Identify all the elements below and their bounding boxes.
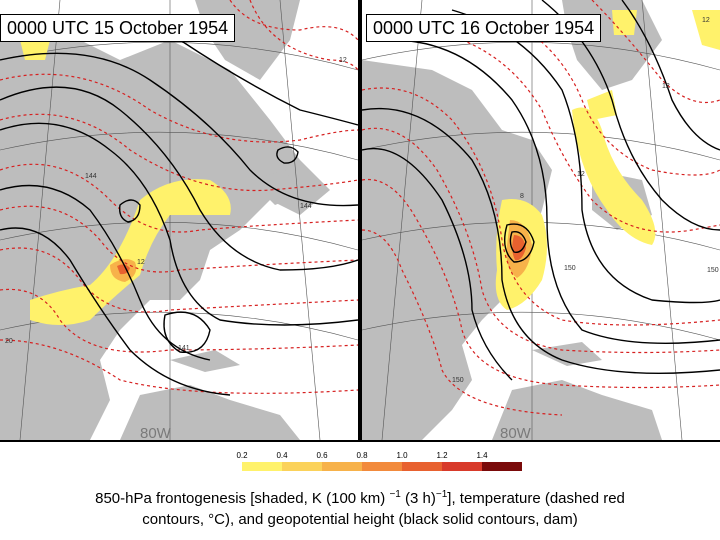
colorbar-tick: 0.8 — [356, 451, 368, 460]
temperature-contours — [0, 0, 358, 394]
map-right-svg: 12 12 150 150 150 8 12 80W — [362, 0, 720, 440]
colorbar-swatch — [282, 462, 322, 471]
caption-line-2: contours, °C), and geopotential height (… — [142, 511, 578, 528]
south-america-landmass — [120, 385, 300, 440]
temperature-contours — [362, 0, 720, 416]
colorbar-swatch — [402, 462, 442, 471]
colorbar-swatch — [202, 462, 242, 471]
colorbar-swatch — [322, 462, 362, 471]
contour-label: 20 — [5, 338, 13, 345]
map-left-svg: 12 144 144 12 141 20 80W — [0, 0, 358, 440]
colorbar-swatch — [242, 462, 282, 471]
panel-bottom-border — [0, 440, 720, 442]
panel-title-right: 0000 UTC 16 October 1954 — [366, 14, 602, 42]
contour-label: 12 — [702, 17, 710, 24]
contour-label: 12 — [339, 57, 347, 64]
colorbar-tick: 1.4 — [476, 451, 488, 460]
caption-text: (3 h) — [400, 490, 436, 507]
colorbar-swatch — [442, 462, 482, 471]
contour-label: 144 — [85, 173, 97, 180]
colorbar-tick: 1.2 — [436, 451, 448, 460]
contour-label: 150 — [564, 265, 576, 272]
contour-label: 12 — [662, 83, 670, 90]
contour-label: 150 — [452, 377, 464, 384]
map-panel-left: 12 144 144 12 141 20 80W — [0, 0, 358, 440]
caption-line-1: 850-hPa frontogenesis [shaded, K (100 km… — [0, 484, 720, 509]
contour-label: 12 — [137, 259, 145, 266]
longitude-label: 80W — [500, 425, 532, 440]
colorbar — [202, 462, 522, 471]
contour-labels: 12 144 144 12 141 20 — [5, 57, 347, 352]
caption-superscript: −1 — [389, 489, 401, 500]
panel-divider — [358, 0, 362, 442]
colorbar-tick: 0.2 — [236, 451, 248, 460]
colorbar-tick: 1.0 — [396, 451, 408, 460]
figure-caption: 850-hPa frontogenesis [shaded, K (100 km… — [0, 484, 720, 530]
longitude-label: 80W — [140, 425, 172, 440]
panel-title-left: 0000 UTC 15 October 1954 — [0, 14, 236, 42]
contour-label: 150 — [707, 267, 719, 274]
contour-label: 141 — [178, 345, 190, 352]
south-america-landmass — [492, 380, 662, 440]
caribbean-islands — [170, 350, 240, 372]
contour-label: 8 — [520, 193, 524, 200]
frontogenesis-shading — [495, 10, 720, 310]
caption-text: ], temperature (dashed red — [447, 490, 625, 507]
north-america-landmass — [362, 60, 552, 440]
colorbar-ticks: 0.2 0.4 0.6 0.8 1.0 1.2 1.4 — [202, 451, 522, 462]
colorbar-tick: 0.4 — [276, 451, 288, 460]
caption-superscript: −1 — [435, 489, 448, 500]
colorbar-tick: 0.6 — [316, 451, 328, 460]
colorbar-swatch — [362, 462, 402, 471]
colorbar-swatch — [482, 462, 522, 471]
geopotential-height-contours — [0, 16, 358, 396]
map-panel-right: 12 12 150 150 150 8 12 80W — [362, 0, 720, 440]
contour-label: 12 — [577, 171, 585, 178]
contour-labels: 12 12 150 150 150 8 12 — [452, 17, 719, 384]
newfoundland-landmass — [250, 170, 300, 205]
contour-label: 144 — [300, 203, 312, 210]
caption-text: 850-hPa frontogenesis [shaded, K (100 km… — [95, 490, 386, 507]
